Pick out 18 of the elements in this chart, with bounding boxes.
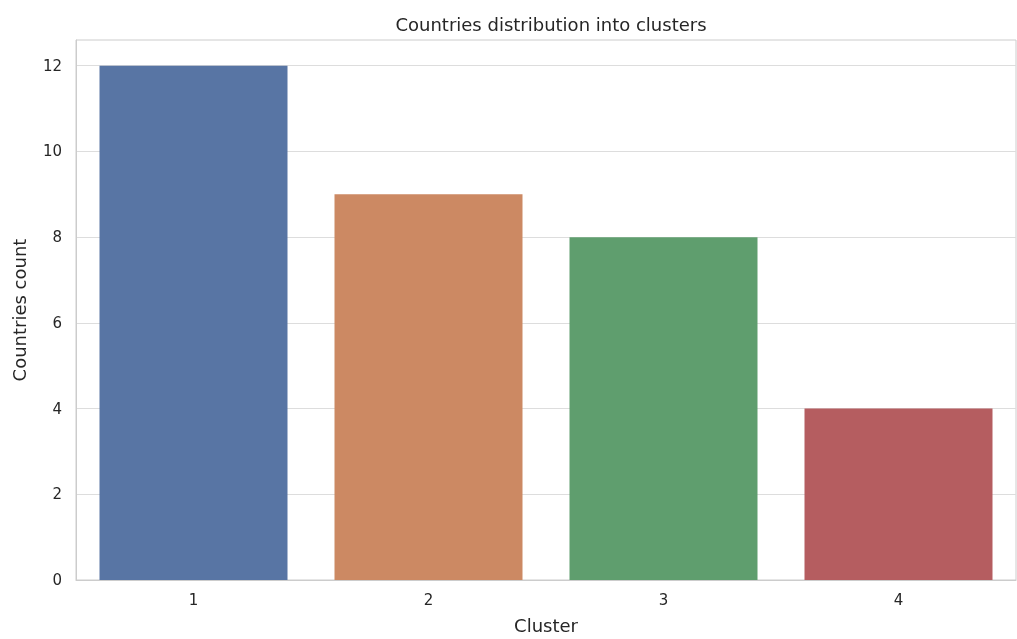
y-tick-label: 6 [52,313,62,332]
x-tick-label: 4 [893,590,904,609]
bar [569,237,758,580]
y-tick-label: 8 [52,228,62,247]
bar [334,194,523,580]
x-tick-label: 1 [188,590,199,609]
y-tick-label: 4 [52,399,62,418]
x-tick-label: 2 [423,590,434,609]
x-tick-label: 3 [658,590,669,609]
y-tick-label: 10 [42,142,62,161]
bar [99,65,288,580]
y-tick-label: 0 [52,571,62,589]
y-axis-title: Countries count [8,238,30,382]
x-axis-title: Cluster [514,614,579,636]
bar [804,408,993,580]
y-tick-label: 2 [52,485,62,504]
y-tick-label: 12 [42,56,62,75]
chart-title: Countries distribution into clusters [395,13,707,35]
